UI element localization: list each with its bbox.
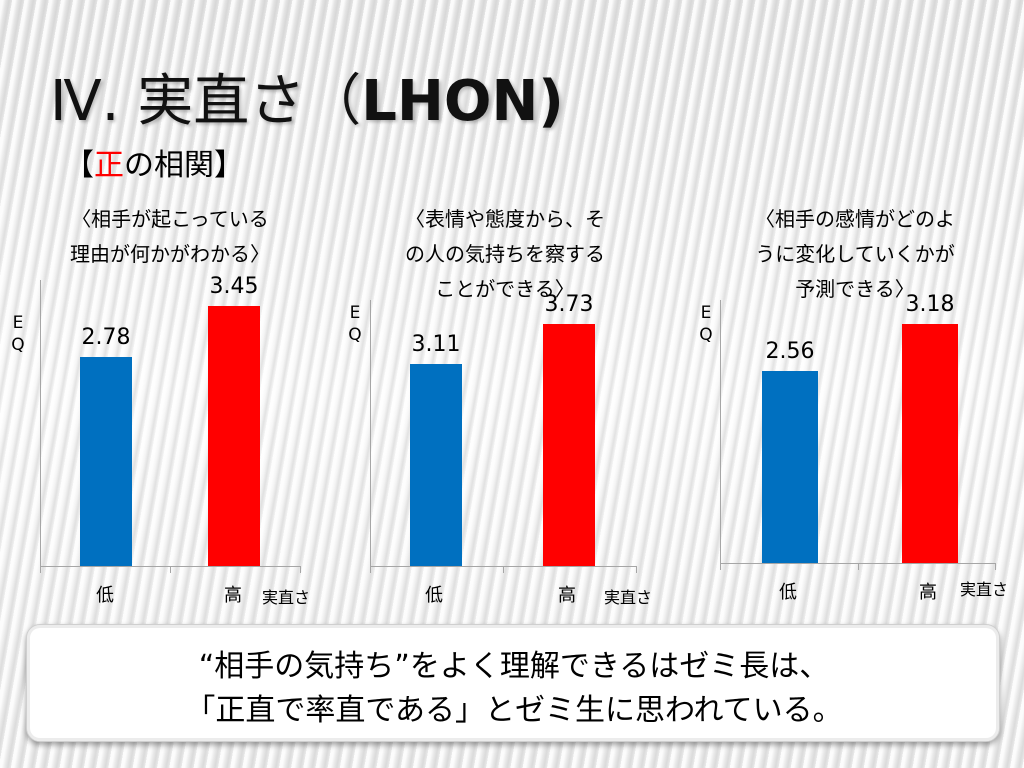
x-axis-tick bbox=[40, 566, 41, 573]
x-axis-tick bbox=[503, 566, 504, 573]
slide-title-latin: LHON) bbox=[361, 69, 564, 134]
y-axis-label: E Q bbox=[699, 303, 713, 345]
x-axis-tick bbox=[370, 566, 371, 573]
bar-高 bbox=[543, 324, 595, 566]
bar-低 bbox=[410, 364, 462, 566]
x-axis-tick bbox=[170, 566, 171, 573]
subtitle-open-bracket: 【 bbox=[64, 148, 94, 183]
y-axis-line bbox=[40, 280, 41, 566]
x-tick-label: 低 bbox=[425, 585, 443, 606]
y-axis-label: E Q bbox=[11, 313, 25, 355]
callout-line-1: “相手の気持ち”をよく理解できるはゼミ長は、 bbox=[198, 649, 830, 684]
x-tick-label: 高 bbox=[558, 585, 576, 606]
data-label: 2.78 bbox=[81, 325, 131, 350]
x-tick-label: 低 bbox=[779, 582, 797, 603]
x-axis-tick bbox=[720, 563, 721, 570]
x-tick-label: 低 bbox=[96, 585, 114, 606]
subtitle-accent: 正 bbox=[94, 148, 124, 183]
y-axis-line bbox=[720, 300, 721, 563]
data-label: 3.45 bbox=[209, 274, 259, 299]
subtitle-rest: の相関】 bbox=[124, 148, 244, 183]
bar-高 bbox=[902, 324, 958, 563]
x-axis-tick bbox=[300, 566, 301, 573]
slide-subtitle: 【正の相関】 bbox=[64, 146, 244, 186]
x-axis-tick bbox=[636, 566, 637, 573]
callout-line-2: 「正直で率直である」とゼミ生に思われている。 bbox=[185, 693, 843, 728]
bar-低 bbox=[762, 371, 818, 563]
data-label: 3.11 bbox=[411, 332, 461, 357]
chart-title: 〈表情や態度から、そ の人の気持ちを察する ことができる〉 bbox=[405, 207, 605, 301]
chart-title: 〈相手が起こっている 理由が何かがわかる〉 bbox=[70, 207, 270, 266]
conclusion-callout: “相手の気持ち”をよく理解できるはゼミ長は、 「正直で率直である」とゼミ生に思わ… bbox=[26, 624, 1000, 742]
slide-title: Ⅳ. 実直さ（LHON) bbox=[50, 62, 564, 142]
slide-title-text: Ⅳ. 実直さ（ bbox=[50, 69, 362, 134]
data-label: 2.56 bbox=[765, 339, 815, 364]
x-axis-line bbox=[720, 563, 995, 564]
x-axis-label: 実直さ bbox=[262, 588, 311, 607]
data-label: 3.18 bbox=[905, 292, 955, 317]
y-axis-line bbox=[370, 300, 371, 566]
x-axis-label: 実直さ bbox=[960, 580, 1009, 599]
bar-高 bbox=[208, 306, 260, 566]
data-label: 3.73 bbox=[544, 292, 594, 317]
chart-title: 〈相手の感情がどのよ うに変化していくかが 予測できる〉 bbox=[755, 207, 955, 301]
x-tick-label: 高 bbox=[919, 582, 937, 603]
bar-低 bbox=[80, 357, 132, 566]
y-axis-label: E Q bbox=[348, 303, 362, 345]
x-axis-tick bbox=[995, 563, 996, 570]
x-tick-label: 高 bbox=[224, 585, 242, 606]
x-axis-tick bbox=[858, 563, 859, 570]
x-axis-label: 実直さ bbox=[604, 588, 653, 607]
